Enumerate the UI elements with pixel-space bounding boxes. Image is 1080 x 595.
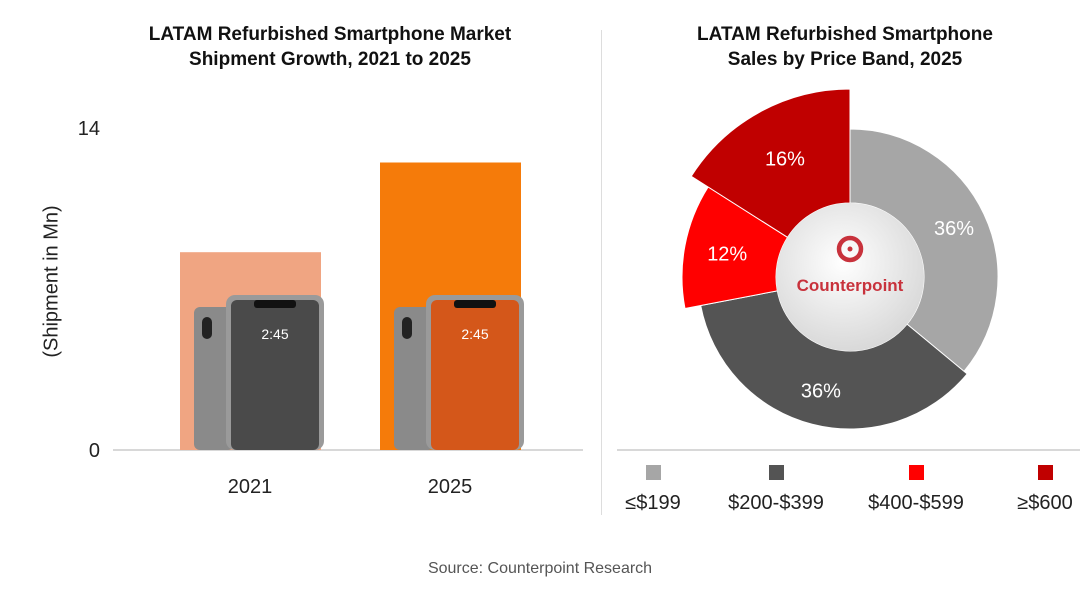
counterpoint-logo-dot [847, 246, 853, 252]
y-tick-label: 14 [78, 118, 100, 140]
legend-item: $400-$599 [856, 460, 976, 515]
counterpoint-logo-icon [836, 235, 864, 263]
phone-clock: 2:45 [461, 326, 488, 342]
phone-back [194, 307, 234, 450]
legend-swatch [645, 465, 661, 480]
legend-label: $200-$399 [728, 492, 824, 514]
legend-item: $200-$399 [716, 460, 836, 515]
legend-swatch [768, 465, 784, 480]
x-tick-label: 2021 [228, 476, 273, 498]
slice-label: 16% [765, 149, 805, 171]
legend-item: ≥$600 [985, 460, 1080, 515]
bar-title-line-1: LATAM Refurbished Smartphone Market [148, 24, 512, 45]
phone-notch [254, 300, 296, 308]
phone-camera [202, 317, 212, 339]
source-note: Source: Counterpoint Research [427, 560, 653, 577]
phone-image: 2:45 [394, 295, 524, 450]
phone-screen [431, 300, 519, 450]
divider [601, 30, 602, 515]
slice-label: 12% [707, 244, 747, 266]
legend-swatch [908, 465, 924, 480]
phone-clock: 2:45 [261, 326, 288, 342]
legend-item: ≤$199 [593, 460, 713, 515]
pie-title-line-1: LATAM Refurbished Smartphone [697, 24, 993, 45]
bar-chart-title: LATAM Refurbished Smartphone Market Shipm… [60, 22, 600, 72]
center-logo-text: Counterpoint [797, 276, 904, 295]
phone-image: 2:45 [194, 295, 324, 450]
legend-swatch [1037, 465, 1053, 480]
legend-label: $400-$599 [868, 492, 964, 514]
y-tick-label: 0 [89, 440, 100, 462]
phone-back [394, 307, 434, 450]
center-disc [776, 203, 924, 351]
phone-notch [454, 300, 496, 308]
slice-label: 36% [934, 218, 974, 240]
bar-title-line-2: Shipment Growth, 2021 to 2025 [189, 49, 471, 70]
slice-label: 36% [801, 380, 841, 402]
x-tick-label: 2025 [428, 476, 473, 498]
legend-label: ≥$600 [1017, 492, 1073, 514]
phone-screen [231, 300, 319, 450]
pie-chart-title: LATAM Refurbished Smartphone Sales by Pri… [610, 22, 1080, 72]
phone-camera [402, 317, 412, 339]
legend-label: ≤$199 [625, 492, 681, 514]
pie-title-line-2: Sales by Price Band, 2025 [727, 49, 963, 70]
